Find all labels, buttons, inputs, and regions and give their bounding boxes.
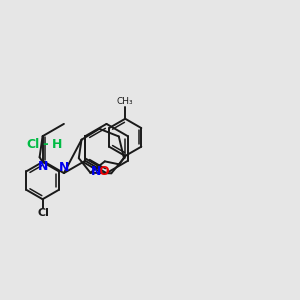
Text: -: - (43, 137, 49, 151)
Text: Cl: Cl (37, 208, 49, 218)
Text: H: H (52, 137, 62, 151)
Text: N: N (91, 165, 101, 178)
Text: O: O (99, 165, 110, 178)
Text: N: N (59, 160, 69, 174)
Text: Cl: Cl (26, 137, 40, 151)
Text: CH₃: CH₃ (117, 97, 134, 106)
Text: N: N (38, 160, 48, 173)
